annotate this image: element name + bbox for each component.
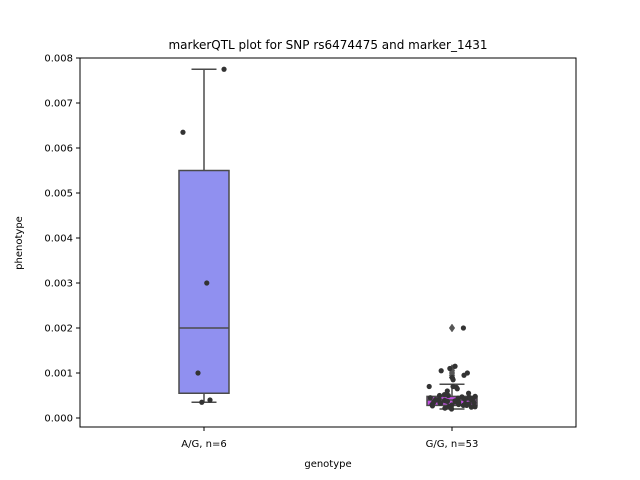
data-point — [445, 392, 451, 399]
y-tick-label: 0.004 — [44, 234, 73, 245]
data-point — [207, 397, 213, 403]
data-point — [448, 406, 455, 412]
data-point — [456, 401, 462, 408]
box-body — [178, 169, 230, 394]
data-point — [427, 395, 433, 401]
data-point — [429, 403, 436, 409]
data-point — [444, 388, 450, 394]
data-point — [195, 370, 201, 376]
plot-frame — [79, 57, 577, 428]
data-point — [454, 386, 460, 392]
data-point — [442, 405, 448, 411]
data-point — [180, 129, 186, 135]
data-point — [438, 400, 444, 406]
y-tick-label: 0.001 — [44, 369, 73, 380]
y-tick-label: 0.005 — [44, 189, 73, 200]
y-tick-label: 0.008 — [44, 54, 73, 65]
data-point — [441, 392, 448, 398]
outlier-marker — [448, 323, 456, 333]
data-point — [450, 377, 456, 383]
data-point — [468, 404, 474, 410]
data-point — [465, 390, 472, 396]
data-point — [462, 396, 468, 402]
y-axis-label: phenotype — [14, 216, 25, 270]
chart-title: markerQTL plot for SNP rs6474475 and mar… — [168, 38, 487, 52]
data-point — [460, 402, 466, 408]
data-point — [447, 365, 453, 372]
data-point — [461, 372, 467, 378]
data-point — [452, 363, 458, 369]
data-point — [471, 400, 477, 406]
x-tick-label: G/G, n=53 — [426, 439, 479, 450]
x-axis-label: genotype — [304, 459, 351, 470]
y-tick-label: 0.000 — [44, 414, 73, 425]
y-tick-label: 0.006 — [44, 144, 73, 155]
data-point — [438, 368, 444, 374]
data-point — [221, 66, 227, 72]
x-tick-label: A/G, n=6 — [181, 439, 226, 450]
y-tick-label: 0.002 — [44, 324, 73, 335]
y-tick-label: 0.003 — [44, 279, 73, 290]
data-point — [460, 325, 467, 331]
y-tick-label: 0.007 — [44, 99, 73, 110]
data-point — [426, 383, 432, 390]
plot-area: 0.000 0.001 0.002 0.003 0.004 0.005 0.006 0.007… — [44, 54, 478, 451]
data-point — [204, 280, 210, 286]
data-point — [444, 398, 451, 404]
data-point — [199, 399, 205, 405]
